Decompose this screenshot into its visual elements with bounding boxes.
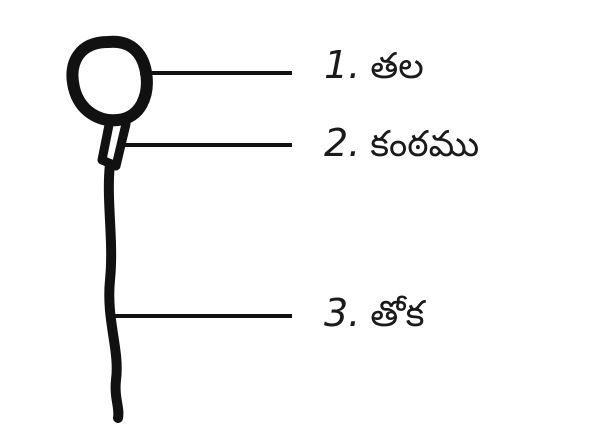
label-neck: 2. కంఠము [324,124,479,163]
label-neck-number: 2. [324,121,361,165]
label-tail-text: తోక [370,294,425,335]
label-head-text: తల [370,46,424,87]
label-head-number: 1. [324,43,361,87]
tail [103,159,124,423]
label-head: 1. తల [324,46,424,85]
head-outline [66,35,153,127]
label-tail-number: 3. [324,291,361,335]
label-tail: 3. తోక [324,294,424,333]
label-neck-text: కంఠము [370,124,480,165]
